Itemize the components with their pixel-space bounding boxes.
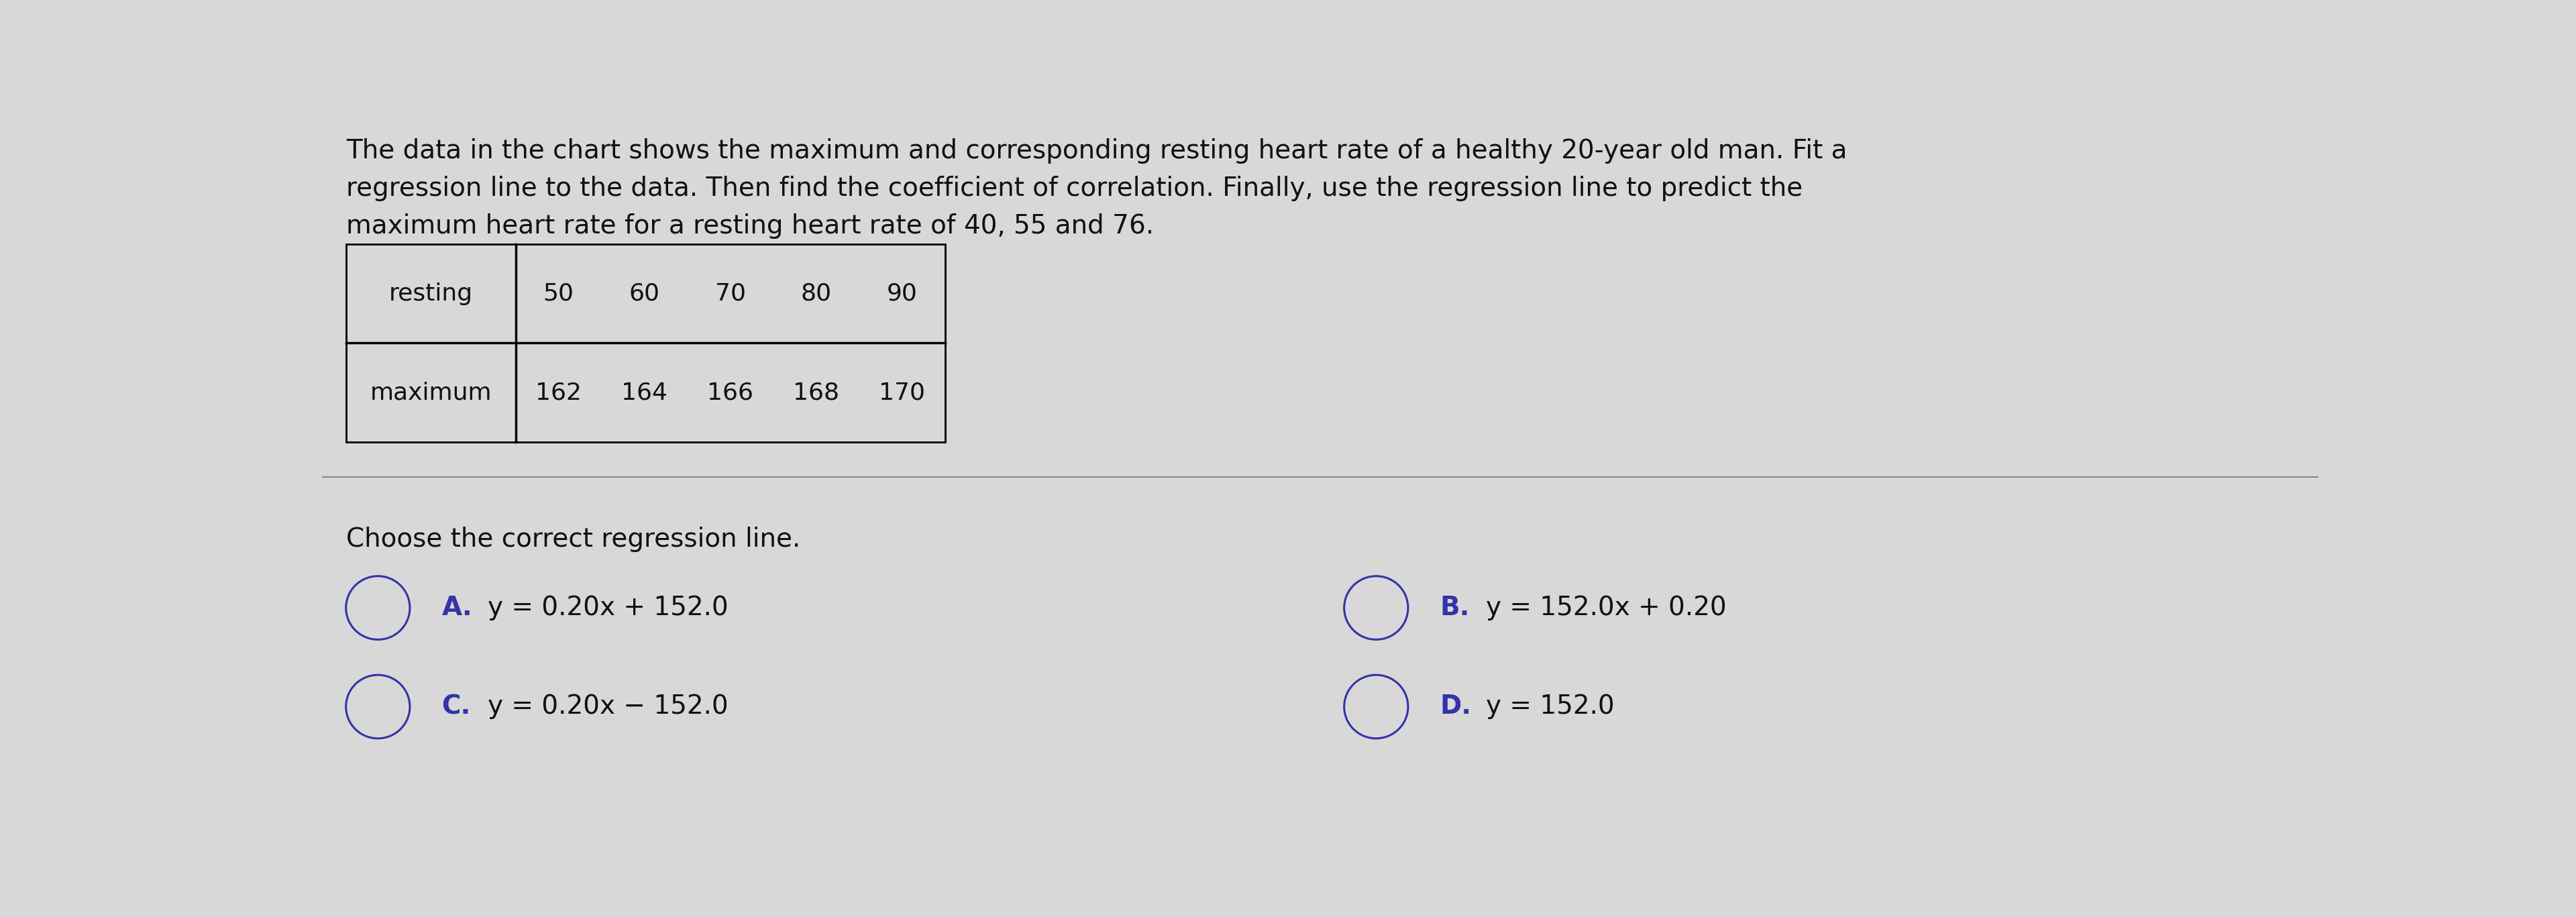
Text: 80: 80 [801, 282, 832, 305]
Text: 90: 90 [886, 282, 917, 305]
Text: 50: 50 [544, 282, 574, 305]
Text: D.: D. [1440, 694, 1471, 720]
Text: y = 0.20x + 152.0: y = 0.20x + 152.0 [487, 595, 729, 621]
Text: 70: 70 [714, 282, 744, 305]
Text: y = 152.0x + 0.20: y = 152.0x + 0.20 [1486, 595, 1726, 621]
Text: 162: 162 [536, 381, 582, 403]
Text: resting: resting [389, 282, 474, 305]
Text: 164: 164 [621, 381, 667, 403]
Text: C.: C. [443, 694, 471, 720]
Text: 170: 170 [878, 381, 925, 403]
Text: 60: 60 [629, 282, 659, 305]
Text: 166: 166 [708, 381, 752, 403]
Text: maximum: maximum [371, 381, 492, 403]
Text: The data in the chart shows the maximum and corresponding resting heart rate of : The data in the chart shows the maximum … [345, 138, 1847, 239]
Text: B.: B. [1440, 595, 1471, 621]
Text: A.: A. [443, 595, 471, 621]
Text: Choose the correct regression line.: Choose the correct regression line. [345, 526, 801, 552]
Text: y = 152.0: y = 152.0 [1486, 694, 1615, 720]
Text: 168: 168 [793, 381, 840, 403]
Text: y = 0.20x − 152.0: y = 0.20x − 152.0 [487, 694, 729, 720]
